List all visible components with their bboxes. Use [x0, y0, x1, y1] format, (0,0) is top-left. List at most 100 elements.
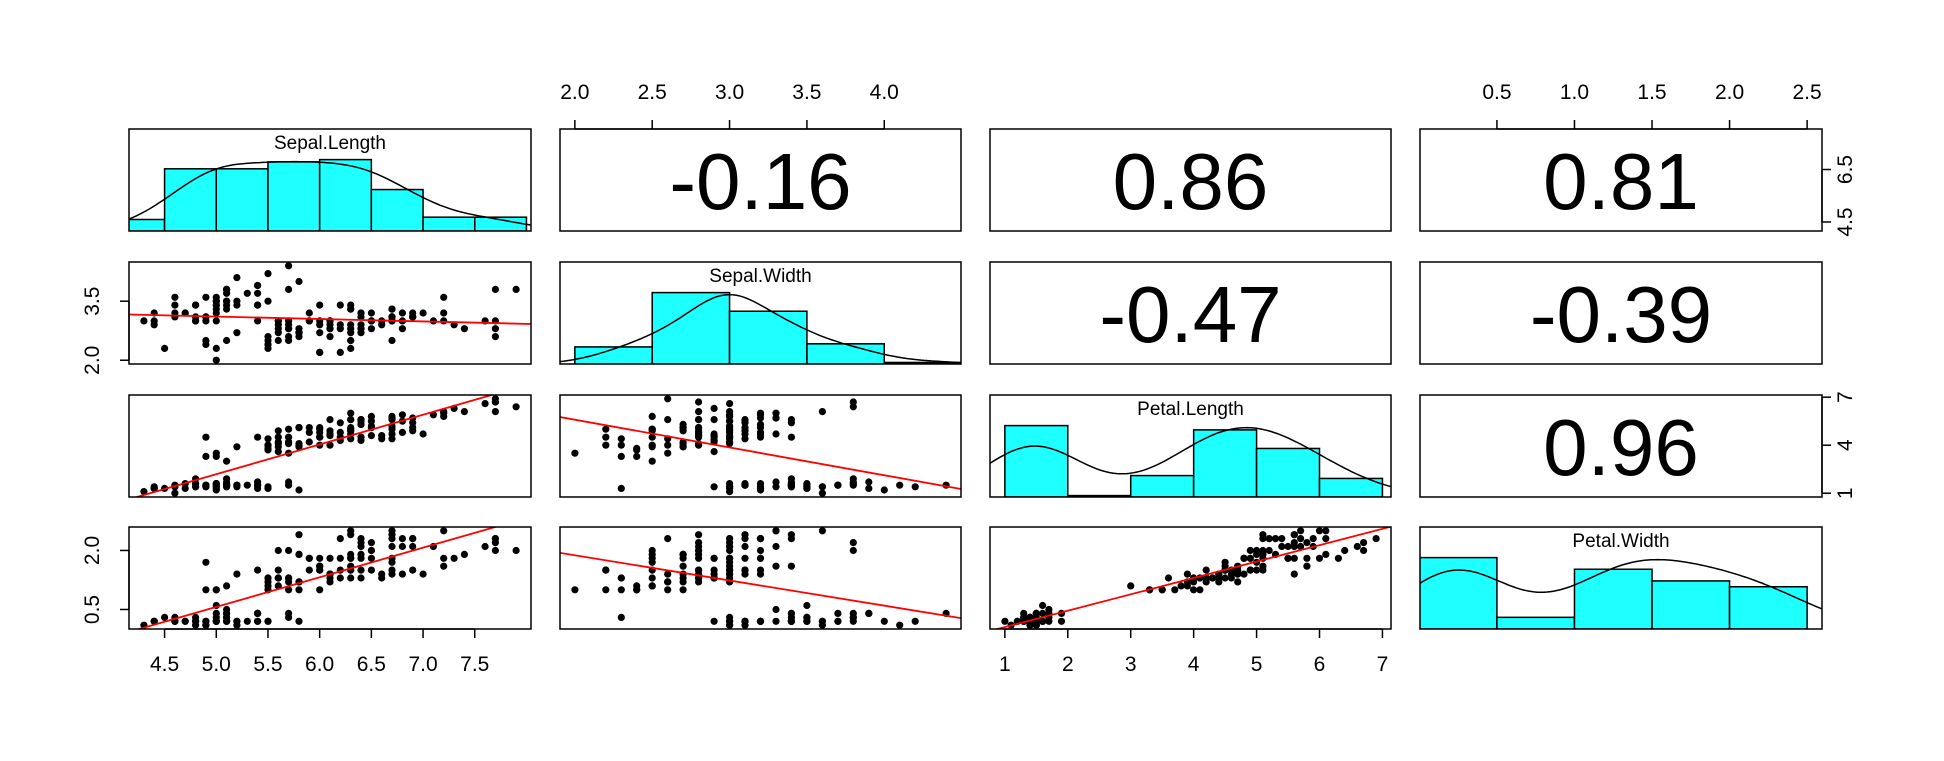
data-point — [865, 609, 873, 618]
data-point — [664, 395, 672, 403]
tick-label: 3.5 — [81, 287, 104, 316]
data-point — [710, 554, 718, 562]
data-point — [440, 562, 448, 570]
data-point — [1303, 554, 1311, 562]
data-point — [347, 409, 355, 417]
data-point — [491, 333, 499, 341]
data-point — [316, 301, 324, 309]
data-point — [1278, 535, 1286, 543]
panel-sepal-length-sepal-width: -0.16 — [559, 128, 962, 232]
tick-label: 0.5 — [81, 595, 104, 624]
data-point — [233, 481, 241, 489]
data-point — [295, 424, 303, 432]
data-point — [1171, 586, 1179, 594]
panel-border — [128, 261, 532, 365]
data-point — [367, 539, 375, 547]
data-point — [865, 484, 873, 492]
data-point — [398, 542, 406, 551]
data-point — [1045, 617, 1053, 625]
tick-label: 6.0 — [305, 653, 334, 676]
data-point — [264, 484, 272, 492]
data-point — [367, 325, 375, 333]
data-point — [1334, 554, 1342, 562]
data-point — [295, 277, 303, 286]
data-point — [756, 483, 765, 491]
panel-border — [1419, 261, 1823, 365]
tick-label: 7.5 — [460, 653, 489, 676]
histogram-bar — [1651, 580, 1731, 629]
data-point — [295, 550, 303, 559]
data-point — [1265, 546, 1273, 555]
data-point — [161, 344, 169, 352]
data-point — [254, 566, 262, 574]
data-point — [295, 486, 303, 494]
tick-label: 1 — [1834, 487, 1857, 499]
data-point — [741, 542, 749, 551]
data-point — [1057, 617, 1066, 625]
data-point — [726, 424, 734, 432]
data-point — [787, 535, 796, 543]
data-point — [295, 586, 303, 594]
data-point — [896, 621, 904, 629]
data-point — [202, 483, 210, 491]
data-point — [398, 309, 406, 317]
data-point — [1208, 574, 1217, 582]
data-point — [378, 435, 386, 443]
data-point — [440, 412, 448, 420]
data-point — [347, 531, 355, 539]
data-point — [171, 293, 179, 301]
histogram-bar — [267, 161, 321, 231]
data-point — [409, 566, 417, 574]
data-point — [491, 408, 499, 416]
data-point — [648, 457, 656, 465]
histogram-sepal-length — [129, 158, 531, 231]
panel-petal-length-petal-length: Petal.Length — [989, 394, 1392, 498]
correlation-value: -0.39 — [1530, 270, 1712, 359]
data-point — [264, 297, 272, 305]
panel-sepal-length-sepal-length: Sepal.Length — [128, 128, 532, 232]
data-point — [726, 570, 734, 578]
data-point — [1290, 554, 1298, 562]
data-point — [1240, 554, 1248, 562]
data-point — [491, 398, 499, 406]
data-point — [398, 428, 406, 436]
data-point — [849, 403, 857, 411]
data-point — [192, 483, 200, 491]
data-point — [212, 305, 220, 313]
data-point — [633, 452, 641, 460]
data-point — [491, 285, 499, 293]
data-point — [336, 325, 344, 333]
data-point — [1303, 562, 1311, 570]
density-curve — [129, 160, 531, 226]
data-point — [772, 562, 780, 570]
data-point — [305, 424, 313, 432]
data-point — [357, 574, 365, 582]
data-point — [911, 483, 919, 491]
data-point — [460, 550, 468, 559]
scatter-petal-length-sepal-width — [560, 395, 961, 497]
data-point — [326, 325, 334, 333]
data-point — [264, 617, 272, 625]
data-point — [1221, 558, 1229, 566]
data-point — [726, 483, 734, 491]
regression-line — [560, 416, 961, 490]
data-point — [347, 416, 355, 424]
data-point — [1284, 554, 1292, 562]
tick-label: 2.0 — [1715, 81, 1744, 104]
data-point — [512, 546, 520, 555]
panel-sepal-width-sepal-width: Sepal.Width — [559, 261, 962, 365]
data-point — [648, 425, 656, 433]
data-point — [772, 542, 780, 551]
panel-border — [989, 394, 1392, 498]
data-point — [664, 416, 672, 424]
panel-border — [128, 394, 532, 498]
panel-border — [559, 261, 962, 365]
axis-right-petal-length: 1 4 7 — [1821, 391, 1857, 499]
data-point — [602, 425, 610, 433]
data-point — [388, 535, 396, 543]
axis-top-petal-width: 0.5 1.0 1.5 2.0 2.5 — [1482, 81, 1822, 130]
data-point — [316, 566, 324, 574]
data-point — [1164, 574, 1173, 582]
